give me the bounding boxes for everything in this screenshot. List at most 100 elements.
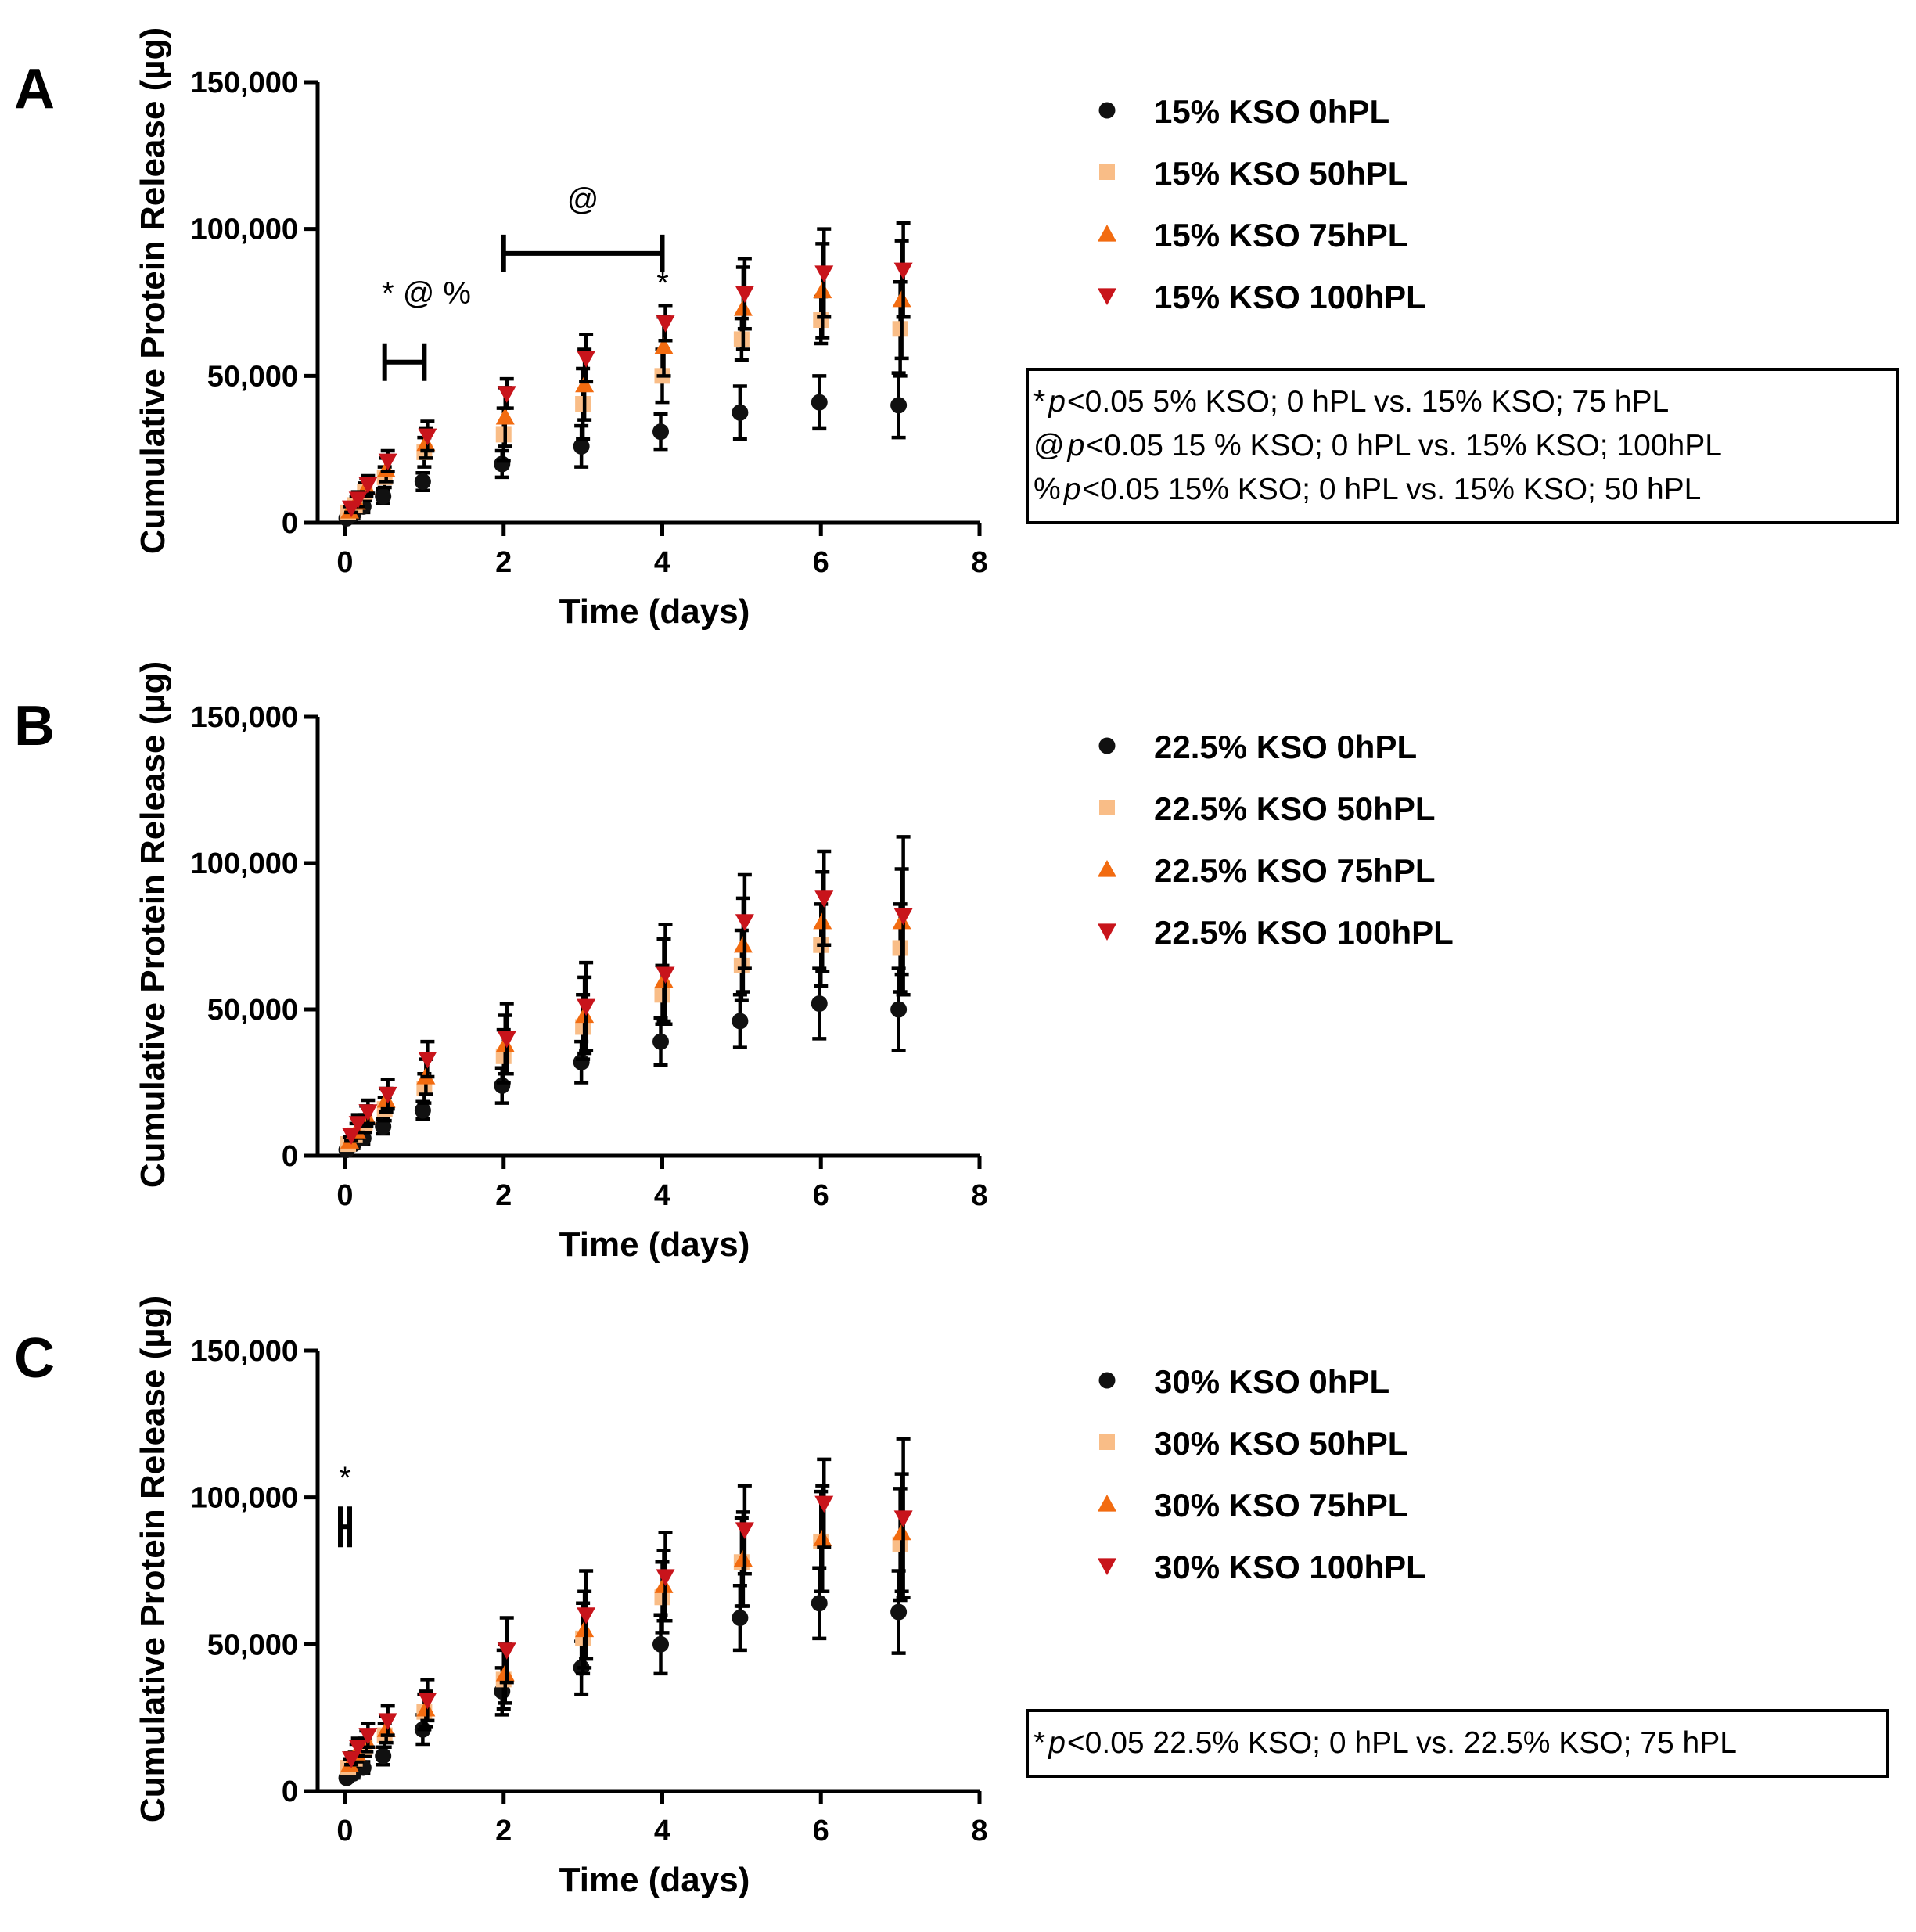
data-point <box>893 908 913 926</box>
y-tick-label: 150,000 <box>191 1335 298 1368</box>
data-point <box>811 1595 828 1612</box>
note-line: @ p<0.05 15 % KSO; 0 hPL vs. 15% KSO; 100… <box>1033 429 1722 462</box>
data-point <box>577 351 596 368</box>
note-line: * p<0.05 5% KSO; 0 hPL vs. 15% KSO; 75 hP… <box>1033 385 1669 419</box>
data-point <box>814 1495 834 1513</box>
panel-letter: C <box>14 1327 55 1390</box>
data-point <box>890 397 908 414</box>
note-symbol: * <box>1033 385 1045 419</box>
note-line: * p<0.05 22.5% KSO; 0 hPL vs. 22.5% KSO; … <box>1033 1726 1737 1760</box>
note-text: <0.05 15 % KSO; 0 hPL vs. 15% KSO; 100hP… <box>1086 429 1722 462</box>
data-point <box>656 315 675 333</box>
x-tick-label: 2 <box>495 1815 512 1847</box>
data-point <box>497 1031 516 1049</box>
note-box-frame <box>1026 368 1899 524</box>
legend-label: 30% KSO 100hPL <box>1154 1549 1426 1585</box>
significance-annotation: @ <box>501 182 665 272</box>
data-point <box>732 1013 749 1030</box>
y-tick-label: 150,000 <box>191 701 298 734</box>
legend-marker <box>1098 923 1116 941</box>
y-tick-label: 100,000 <box>191 214 298 246</box>
chart-panel-b: B 0 50,000 100,000 150,000 0 2 4 6 8 Time (days) Cu… <box>14 661 1454 1264</box>
legend-marker <box>1098 1495 1116 1512</box>
significance-label: * <box>656 266 669 300</box>
statistics-note-box: * p<0.05 22.5% KSO; 0 hPL vs. 22.5% KSO; … <box>1026 1709 1889 1778</box>
data-point <box>418 1693 437 1710</box>
data-point <box>348 1740 368 1757</box>
legend-marker <box>1098 1372 1116 1389</box>
data-point <box>893 1510 913 1527</box>
significance-annotation: * @ % <box>382 276 471 381</box>
data-point <box>497 386 516 403</box>
note-symbol: @ <box>1033 429 1065 462</box>
legend-marker <box>1099 800 1115 815</box>
data-point <box>652 423 669 441</box>
data-point <box>348 491 368 509</box>
legend-marker <box>1098 1558 1116 1575</box>
note-box-frame <box>1026 1709 1889 1778</box>
x-tick-label: 2 <box>495 546 512 579</box>
legend-label: 30% KSO 75hPL <box>1154 1487 1407 1524</box>
x-tick-label: 0 <box>336 546 353 579</box>
legend-marker <box>1098 288 1116 305</box>
data-point <box>735 914 754 931</box>
data-point <box>656 1569 675 1587</box>
y-tick-label: 0 <box>282 507 298 540</box>
data-point <box>495 407 515 425</box>
data-point <box>735 286 754 304</box>
panel-letter: B <box>14 695 55 757</box>
data-point <box>358 477 378 495</box>
legend-label: 30% KSO 50hPL <box>1154 1425 1407 1462</box>
panel-letter: A <box>14 58 55 121</box>
legend-label: 22.5% KSO 50hPL <box>1154 790 1435 827</box>
data-point <box>358 1728 378 1745</box>
note-symbol: % <box>1033 473 1061 506</box>
significance-label: * <box>339 1461 351 1495</box>
x-tick-label: 6 <box>813 1179 829 1212</box>
legend-label: 15% KSO 0hPL <box>1154 93 1389 130</box>
series-100hPL <box>342 835 913 1145</box>
legend-marker <box>1099 1434 1115 1450</box>
data-point <box>814 265 834 282</box>
note-symbol: * <box>1033 1726 1045 1760</box>
x-tick-label: 4 <box>654 1815 670 1847</box>
x-tick-label: 4 <box>654 546 670 579</box>
data-point <box>652 1635 669 1653</box>
data-point <box>418 428 437 446</box>
data-point <box>575 375 595 393</box>
note-p: p <box>1048 385 1066 419</box>
data-point <box>893 262 913 280</box>
significance-label: * @ % <box>382 276 471 311</box>
note-p: p <box>1067 429 1085 462</box>
data-point <box>358 1104 378 1121</box>
data-point <box>414 1102 431 1119</box>
x-tick-label: 6 <box>813 1815 829 1847</box>
legend-label: 22.5% KSO 0hPL <box>1154 729 1417 765</box>
x-tick-label: 8 <box>971 546 987 579</box>
x-axis-title: Time (days) <box>559 592 750 631</box>
note-p: p <box>1063 473 1081 506</box>
data-point <box>497 1642 516 1660</box>
significance-annotation: * <box>656 266 669 300</box>
legend-marker <box>1098 225 1116 242</box>
y-tick-label: 50,000 <box>207 1628 298 1661</box>
data-point <box>814 890 834 908</box>
data-point <box>378 1086 397 1104</box>
legend-marker <box>1099 164 1115 180</box>
statistics-note-box: * p<0.05 5% KSO; 0 hPL vs. 15% KSO; 75 hP… <box>1026 368 1899 524</box>
data-point <box>735 1522 754 1539</box>
data-point <box>342 1128 361 1145</box>
significance-annotation: * <box>338 1461 352 1548</box>
chart-panel-a: A 0 50,000 100,000 150,000 0 2 4 6 8 Time (days) Cu… <box>14 27 1899 631</box>
note-line: % p<0.05 15% KSO; 0 hPL vs. 15% KSO; 50 h… <box>1033 473 1701 506</box>
note-text: <0.05 15% KSO; 0 hPL vs. 15% KSO; 50 hPL <box>1082 473 1701 506</box>
legend-marker <box>1098 860 1116 877</box>
y-tick-label: 50,000 <box>207 994 298 1027</box>
series-0hPL <box>338 1566 908 1786</box>
significance-label: @ <box>567 182 599 217</box>
note-text: <0.05 22.5% KSO; 0 hPL vs. 22.5% KSO; 75… <box>1067 1726 1737 1760</box>
data-point <box>656 966 675 984</box>
data-point <box>573 437 590 455</box>
legend-marker <box>1098 737 1116 754</box>
